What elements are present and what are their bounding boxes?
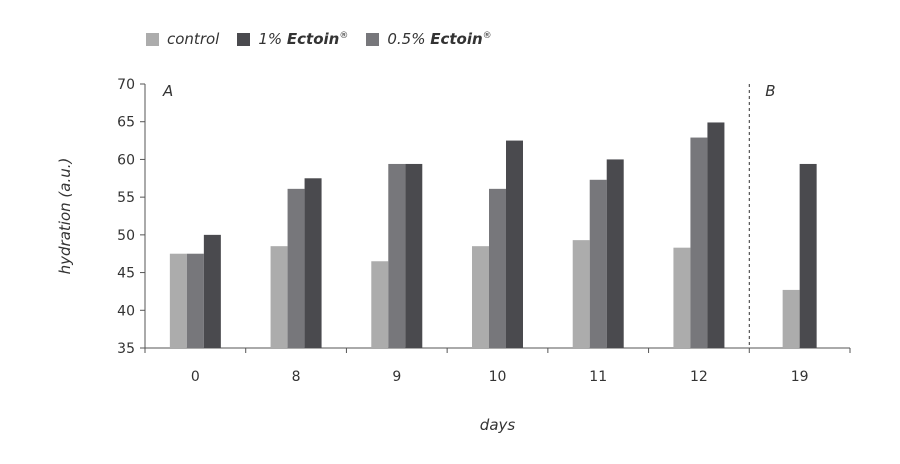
- y-tick-label: 45: [117, 266, 135, 282]
- bar: [489, 188, 506, 348]
- bar: [572, 240, 590, 348]
- y-tick-label: 60: [117, 152, 135, 168]
- legend-label-1pct-brand: Ectoin: [286, 30, 340, 48]
- bar: [304, 178, 322, 348]
- x-tick-label: 12: [690, 369, 708, 385]
- legend-label-05pct-ectoin: 0.5% Ectoin®: [387, 30, 491, 48]
- bar: [388, 163, 406, 348]
- legend-label-control: control: [167, 30, 219, 48]
- legend-swatch-05pct-ectoin: [366, 32, 380, 46]
- legend-label-1pct-prefix: 1%: [258, 30, 287, 48]
- legend-label-control-text: control: [167, 30, 220, 48]
- bar: [690, 137, 708, 348]
- y-tick-label: 40: [117, 303, 135, 319]
- x-tick-label: 0: [191, 369, 200, 385]
- legend-label-05pct-brand: Ectoin: [430, 30, 483, 48]
- bar: [707, 122, 725, 349]
- bar: [405, 163, 423, 348]
- x-tick-label: 11: [589, 369, 607, 385]
- legend-swatch-1pct-ectoin: [237, 32, 251, 46]
- legend-label-05pct-prefix: 0.5%: [387, 30, 431, 48]
- y-tick-label: 50: [117, 228, 135, 244]
- y-axis-title: hydration (a.u.): [56, 158, 74, 275]
- bar: [799, 163, 817, 348]
- legend-item-05pct-ectoin: 0.5% Ectoin®: [366, 30, 492, 48]
- x-tick-label: 8: [292, 369, 301, 385]
- x-tick-label: 19: [791, 369, 809, 385]
- bar: [270, 246, 288, 348]
- legend-label-1pct-ectoin: 1% Ectoin®: [258, 30, 348, 48]
- legend-item-control: control: [146, 30, 219, 48]
- panel-label-b: B: [765, 82, 775, 100]
- bar: [589, 179, 607, 348]
- panel-label-a: A: [162, 82, 173, 100]
- y-tick-label: 35: [117, 341, 135, 357]
- legend-label-1pct-mark: ®: [339, 31, 349, 41]
- bar: [203, 234, 221, 348]
- bar: [371, 261, 389, 348]
- x-tick-label: 9: [392, 369, 401, 385]
- bar: [472, 246, 489, 348]
- y-tick-label: 70: [117, 77, 135, 93]
- x-tick-label: 10: [489, 369, 507, 385]
- bar: [782, 289, 800, 348]
- y-tick-label: 65: [117, 115, 135, 131]
- chart-legend: control 1% Ectoin® 0.5% Ectoin®: [146, 30, 510, 48]
- bar: [287, 188, 305, 348]
- bar: [506, 140, 523, 348]
- y-tick-label: 55: [117, 190, 135, 206]
- bar: [169, 253, 187, 348]
- bar: [606, 159, 624, 348]
- legend-item-1pct-ectoin: 1% Ectoin®: [237, 30, 348, 48]
- bar: [673, 247, 691, 348]
- legend-swatch-control: [146, 32, 159, 46]
- x-axis-title: days: [480, 416, 516, 434]
- legend-label-05pct-mark: ®: [482, 31, 492, 41]
- bar: [186, 253, 204, 348]
